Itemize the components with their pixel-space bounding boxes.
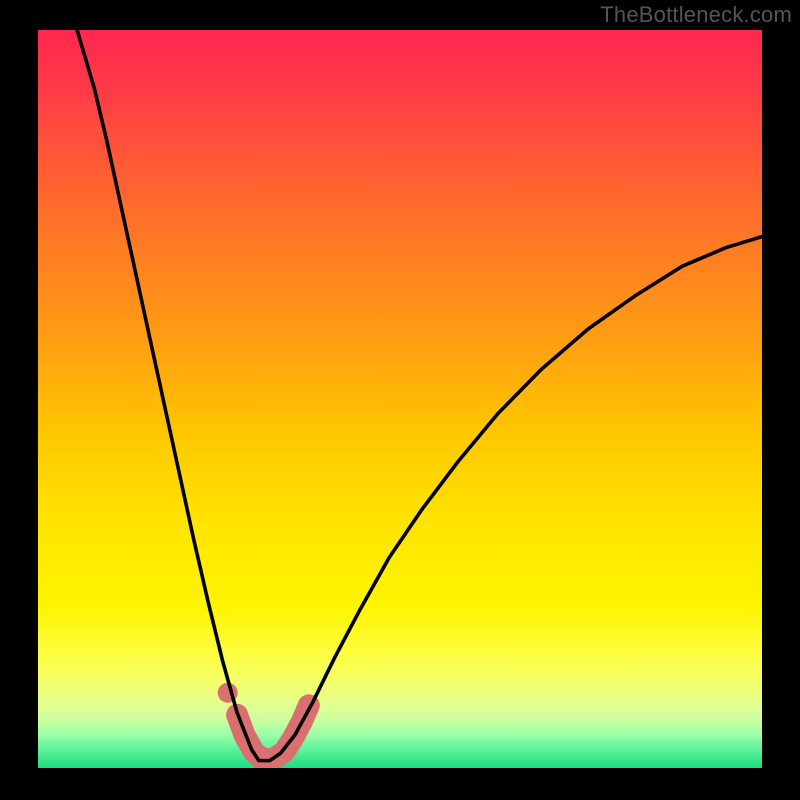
bottleneck-chart-svg	[0, 0, 800, 800]
watermark-label: TheBottleneck.com	[600, 2, 792, 28]
chart-root: TheBottleneck.com	[0, 0, 800, 800]
plot-area	[38, 30, 762, 768]
